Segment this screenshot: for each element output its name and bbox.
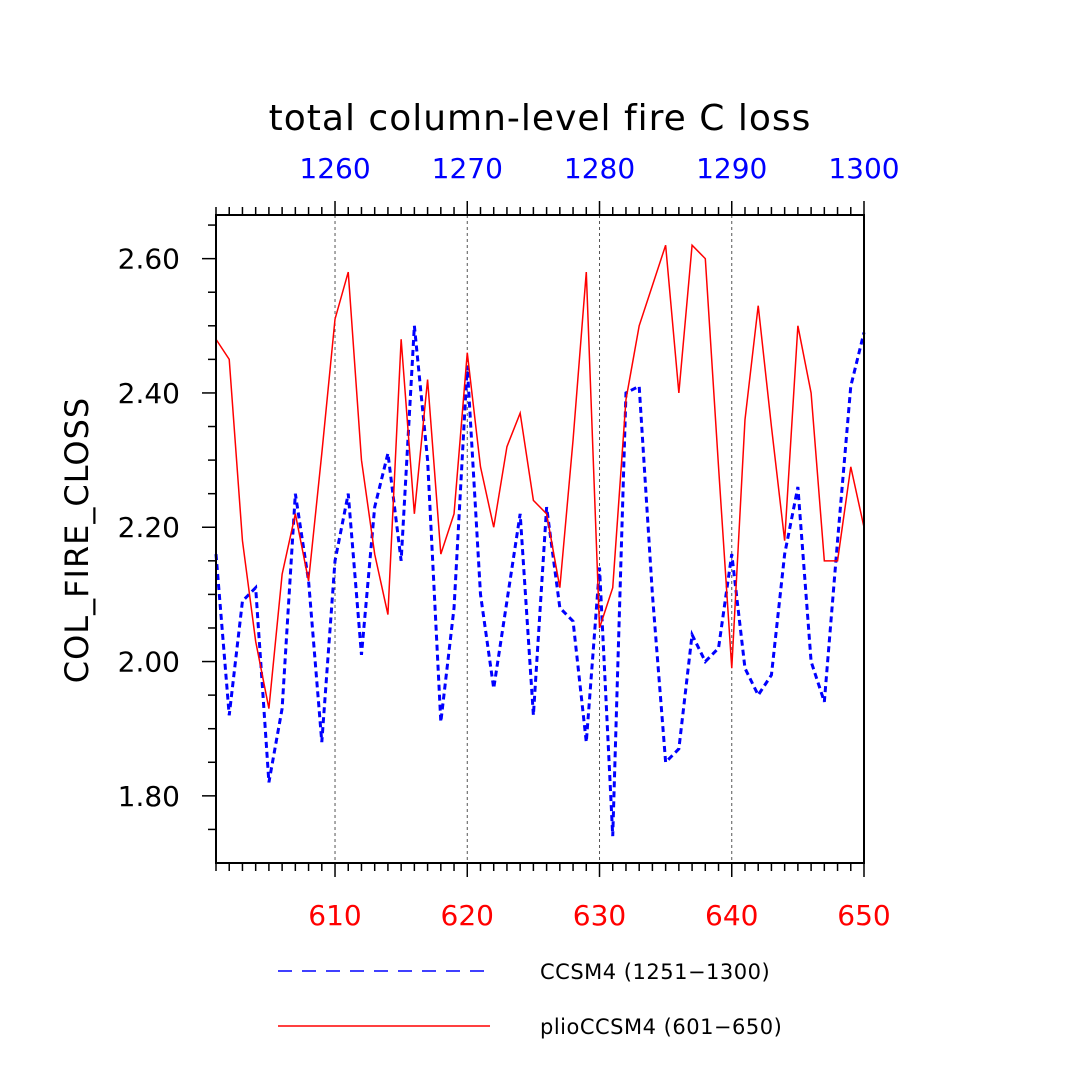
axis-ticks [202, 201, 865, 877]
legend-label-pliocsm4: plioCCSM4 (601−650) [540, 1015, 782, 1039]
x-top-tick-label: 1270 [432, 152, 503, 185]
y-tick-label: 2.60 [118, 243, 180, 276]
x-bottom-tick-label: 640 [705, 899, 758, 932]
plot-frame [215, 214, 865, 864]
x-top-tick-label: 1260 [299, 152, 370, 185]
x-bottom-tick-label: 610 [308, 899, 361, 932]
legend: CCSM4 (1251−1300) plioCCSM4 (601−650) [278, 960, 782, 1039]
y-tick-label: 2.00 [118, 646, 180, 679]
series-line-pliocsm4 [215, 243, 865, 709]
y-axis-label: COL_FIRE_CLOSS [58, 397, 96, 684]
series-lines [214, 243, 866, 837]
y-tick-label: 2.20 [118, 511, 180, 544]
x-bottom-tick-label: 650 [837, 899, 890, 932]
y-tick-label: 2.40 [118, 377, 180, 410]
x-top-tick-label: 1300 [828, 152, 899, 185]
y-tick-label: 1.80 [118, 780, 180, 813]
x-top-tick-label: 1290 [696, 152, 767, 185]
series-line-ccsm4 [214, 325, 866, 837]
tick-labels: 610 620 630 640 650 1260 1270 1280 1290 1300 1.80 2… [118, 152, 900, 932]
vertical-gridlines [334, 215, 733, 863]
legend-label-ccsm4: CCSM4 (1251−1300) [540, 960, 770, 984]
chart-title: total column-level fire C loss [269, 98, 812, 139]
x-bottom-tick-label: 620 [441, 899, 494, 932]
x-bottom-tick-label: 630 [573, 899, 626, 932]
x-top-tick-label: 1280 [564, 152, 635, 185]
